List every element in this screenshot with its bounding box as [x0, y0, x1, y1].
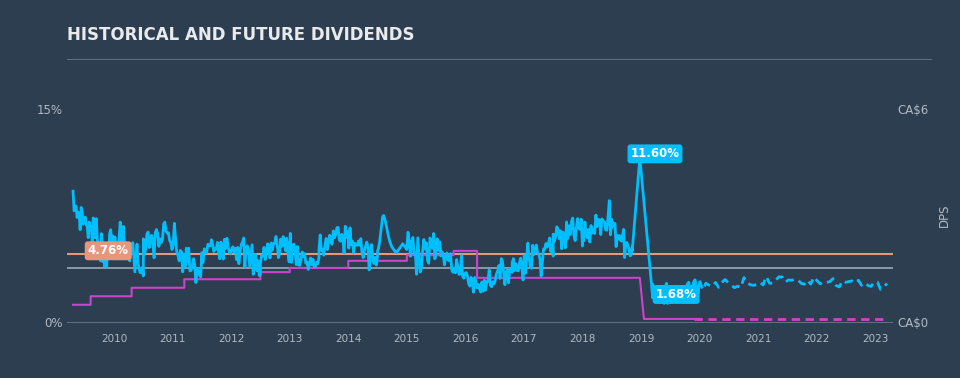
Text: 4.76%: 4.76% — [87, 244, 129, 257]
Text: 1.68%: 1.68% — [656, 288, 697, 301]
Text: HISTORICAL AND FUTURE DIVIDENDS: HISTORICAL AND FUTURE DIVIDENDS — [67, 26, 415, 45]
Text: DPS: DPS — [938, 204, 951, 227]
Text: 11.60%: 11.60% — [631, 147, 680, 160]
